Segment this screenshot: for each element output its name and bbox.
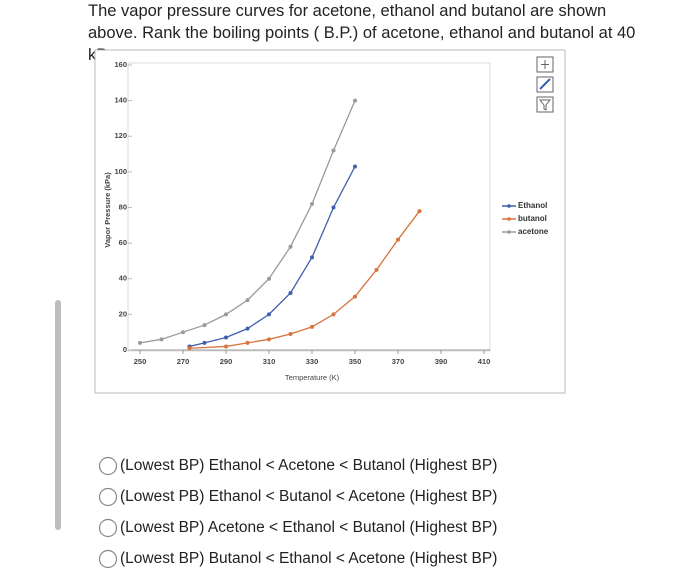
data-point: [224, 344, 228, 349]
y-tick-label: 120: [114, 131, 127, 140]
x-tick-label: 410: [478, 357, 491, 366]
x-axis-label: Temperature (K): [285, 373, 340, 382]
legend-label: acetone: [518, 227, 549, 236]
y-tick-label: 0: [123, 345, 127, 354]
data-point: [353, 98, 357, 103]
data-point: [245, 298, 250, 303]
options: (Lowest BP) Ethanol < Acetone < Butanol …: [98, 456, 497, 569]
x-tick-label: 290: [220, 357, 233, 366]
data-point: [288, 291, 293, 295]
y-tick-label: 140: [114, 96, 127, 105]
radio-button[interactable]: [98, 549, 118, 569]
x-tick-label: 250: [134, 357, 147, 366]
option-label[interactable]: (Lowest BP) Butanol < Ethanol < Acetone …: [120, 550, 497, 567]
scrollbar: [55, 300, 61, 530]
x-tick-label: 310: [263, 357, 276, 366]
data-point: [310, 255, 314, 260]
data-point: [202, 323, 207, 328]
data-point: [245, 326, 250, 331]
legend-marker: [507, 230, 511, 234]
option-label[interactable]: (Lowest BP) Acetone < Ethanol < Butanol …: [120, 519, 497, 536]
data-point: [267, 337, 271, 342]
data-point: [224, 312, 228, 317]
radio-button[interactable]: [98, 456, 118, 476]
x-tick-label: 330: [306, 357, 319, 366]
filter-glyph: [538, 99, 552, 111]
data-point: [331, 148, 336, 153]
data-point: [181, 330, 185, 335]
style-icon[interactable]: [536, 76, 554, 93]
data-point: [374, 267, 379, 272]
add-element-glyph: [541, 60, 549, 69]
data-point: [310, 201, 314, 206]
data-point: [353, 294, 357, 299]
question: The vapor pressure curves for acetone, e…: [88, 2, 635, 64]
data-point: [159, 337, 164, 342]
data-point: [396, 237, 400, 242]
data-point: [288, 331, 293, 336]
add-element-icon[interactable]: [536, 56, 554, 73]
data-point: [267, 276, 271, 281]
chart-panel: [94, 49, 566, 394]
legend-label: butanol: [518, 214, 547, 223]
data-point: [202, 340, 207, 345]
data-point: [331, 205, 336, 210]
data-point: [331, 312, 336, 317]
x-tick-label: 390: [435, 357, 448, 366]
radio-button[interactable]: [98, 487, 118, 507]
y-tick-label: 60: [119, 238, 127, 247]
data-point: [187, 346, 192, 351]
data-point: [353, 164, 357, 169]
data-point: [267, 312, 271, 317]
option-label[interactable]: (Lowest BP) Ethanol < Acetone < Butanol …: [120, 457, 497, 474]
option-label[interactable]: (Lowest PB) Ethanol < Butanol < Acetone …: [120, 488, 497, 505]
chart: 250 270 290 310 330 350 370 390 410 0 20 40 60 80 100 1…: [103, 60, 549, 382]
filter-icon[interactable]: [536, 96, 554, 113]
data-point: [245, 340, 250, 345]
chart-tools: [536, 56, 554, 113]
x-tick-label: 350: [349, 357, 362, 366]
legend-marker: [507, 217, 511, 221]
x-tick-label: 370: [392, 357, 405, 366]
data-point: [224, 335, 228, 340]
legend-label: Ethanol: [518, 201, 547, 210]
y-tick-label: 80: [119, 202, 127, 211]
style-glyph: [539, 78, 551, 90]
y-tick-label: 160: [114, 60, 127, 69]
y-tick-label: 20: [119, 309, 127, 318]
y-axis-label: Vapor Pressure (kPa): [103, 172, 112, 248]
legend-marker: [507, 204, 511, 208]
data-point: [310, 324, 314, 329]
data-point: [138, 340, 142, 345]
data-point: [288, 244, 293, 249]
data-point: [417, 209, 422, 214]
y-tick-label: 40: [119, 274, 127, 283]
radio-button[interactable]: [98, 518, 118, 538]
y-tick-label: 100: [114, 167, 127, 176]
x-tick-label: 270: [177, 357, 190, 366]
